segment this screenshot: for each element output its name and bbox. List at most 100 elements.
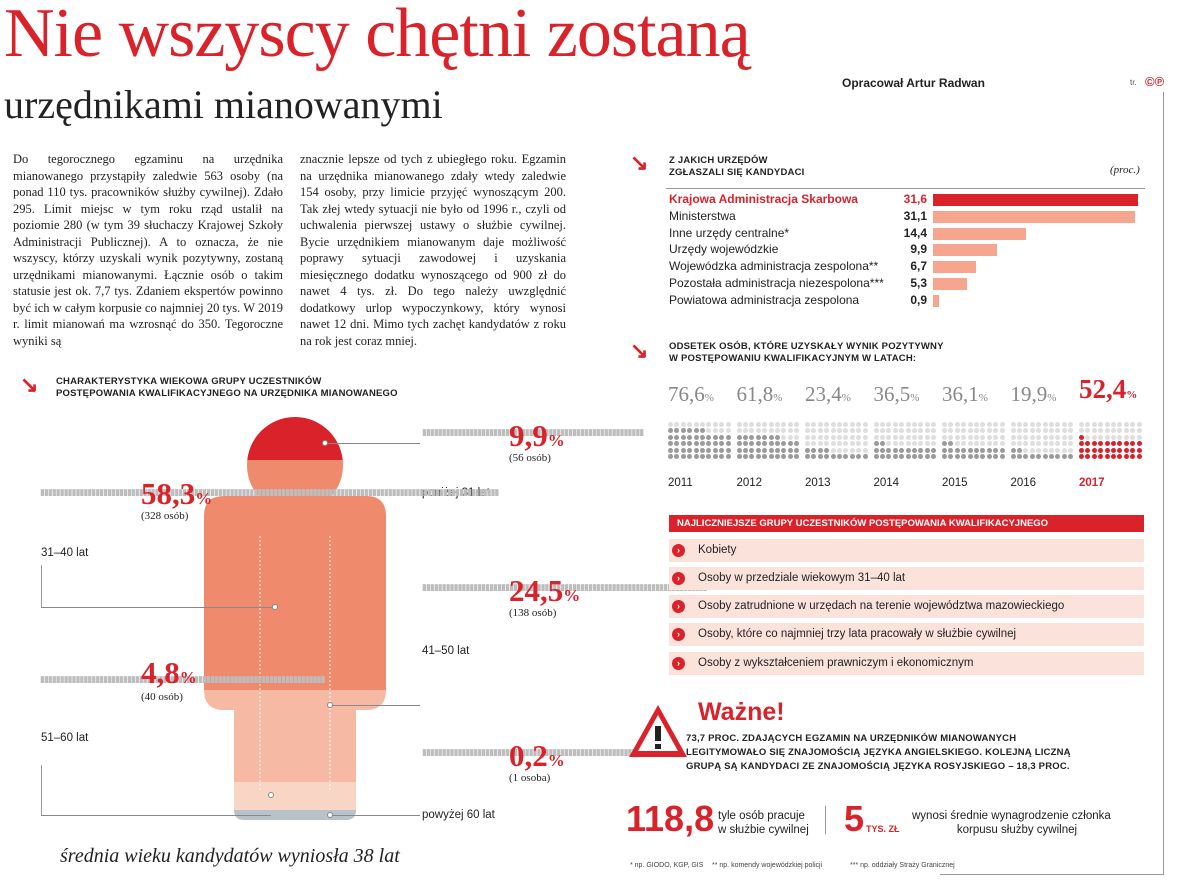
year-dot xyxy=(811,454,817,459)
year-dot xyxy=(805,428,810,434)
year-dot xyxy=(954,428,960,434)
year-dot xyxy=(899,434,905,440)
year-dot xyxy=(873,447,879,453)
year-dot xyxy=(942,434,947,440)
year-dot xyxy=(862,447,868,453)
year-dot xyxy=(706,447,712,453)
year-dot xyxy=(781,441,787,447)
year-dot xyxy=(924,454,930,459)
year-dot xyxy=(668,441,673,447)
office-value: 14,4 xyxy=(903,225,927,240)
year-dot xyxy=(879,441,885,447)
year-dot xyxy=(755,434,761,440)
year-dot xyxy=(1029,428,1035,434)
year-dot xyxy=(1061,428,1067,434)
year-dot xyxy=(755,422,761,427)
year-dot xyxy=(719,428,725,434)
year-dot xyxy=(1029,441,1035,447)
year-dot xyxy=(1048,428,1054,434)
year-dot xyxy=(736,454,742,459)
year-dot xyxy=(856,434,862,440)
year-dot xyxy=(886,428,892,434)
year-dot xyxy=(843,447,849,453)
year-dot xyxy=(911,447,917,453)
year-dot xyxy=(1029,447,1035,453)
year-dot xyxy=(849,428,855,434)
year-dot xyxy=(719,441,725,447)
year-dot xyxy=(1068,434,1074,440)
year-dot xyxy=(849,441,855,447)
year-dot xyxy=(1111,441,1116,447)
year-dot xyxy=(1123,447,1129,453)
leader-vline-51-60 xyxy=(41,765,42,815)
year-dot xyxy=(1130,454,1136,459)
year-dot xyxy=(879,434,885,440)
year-dot xyxy=(1036,441,1042,447)
year-dot xyxy=(794,454,800,459)
important-line-2: legitymowało się znajomością języka angi… xyxy=(686,747,1071,758)
group-item: › Osoby, które co najmniej trzy lata prac… xyxy=(669,623,1144,646)
year-label: 2014 xyxy=(873,477,900,489)
year-dot xyxy=(749,447,755,453)
year-dot xyxy=(986,434,992,440)
year-dot xyxy=(762,434,768,440)
year-dot xyxy=(680,422,686,427)
year-dot xyxy=(762,447,768,453)
year-dot xyxy=(1085,434,1091,440)
year-dot xyxy=(1079,454,1084,459)
year-dot xyxy=(755,441,761,447)
year-dot xyxy=(811,428,817,434)
year-dot xyxy=(1091,441,1097,447)
count-41-50: (138 osób) xyxy=(509,607,557,619)
year-pct: 76,6% xyxy=(668,382,714,406)
year-dot xyxy=(1091,447,1097,453)
year-dot xyxy=(1036,447,1042,453)
year-dot xyxy=(787,447,793,453)
office-bar xyxy=(933,227,1027,240)
year-dot xyxy=(1055,428,1061,434)
year-dot xyxy=(794,434,800,440)
year-dot xyxy=(1023,447,1029,453)
year-dot xyxy=(824,422,830,427)
year-dot xyxy=(1123,434,1129,440)
year-dot xyxy=(725,434,731,440)
year-dot xyxy=(1048,441,1054,447)
year-dot xyxy=(1136,447,1142,453)
year-dot xyxy=(993,441,999,447)
office-bar xyxy=(933,278,968,290)
year-dot xyxy=(774,447,780,453)
year-dot xyxy=(787,454,793,459)
year-label: 2011 xyxy=(668,477,693,489)
year-dot xyxy=(1085,447,1091,453)
year-dot xyxy=(824,434,830,440)
year-dot xyxy=(967,428,973,434)
year-dot xyxy=(1098,454,1104,459)
office-label: Urzędy wojewódzkie xyxy=(669,242,779,257)
year-dot xyxy=(774,441,780,447)
year-dot xyxy=(918,428,924,434)
year-dot xyxy=(768,428,774,434)
year-dot xyxy=(899,441,905,447)
year-dot xyxy=(849,434,855,440)
office-bar xyxy=(933,194,1138,206)
year-dot xyxy=(742,434,748,440)
author-credit: Opracował Artur Radwan xyxy=(842,76,985,90)
year-dot xyxy=(1023,454,1029,459)
year-dot xyxy=(967,441,973,447)
year-dot xyxy=(862,454,868,459)
page-title: Nie wszyscy chętni zostaną xyxy=(4,0,751,72)
age-band-51-60 xyxy=(204,782,386,810)
article-column-2: znacznie lepsze od tych z ubiegłego roku… xyxy=(300,152,566,348)
year-dot xyxy=(787,441,793,447)
stats-separator xyxy=(825,806,826,834)
year-dot xyxy=(911,434,917,440)
offices-unit: (proc.) xyxy=(1110,164,1140,176)
year-dot xyxy=(1091,428,1097,434)
year-dot xyxy=(954,441,960,447)
year-dot xyxy=(805,454,810,459)
year-dot xyxy=(781,422,787,427)
year-dot xyxy=(736,434,742,440)
stat-employees-text-1: tyle osób pracuje xyxy=(718,810,805,822)
year-dot xyxy=(719,454,725,459)
year-dot xyxy=(1111,428,1116,434)
